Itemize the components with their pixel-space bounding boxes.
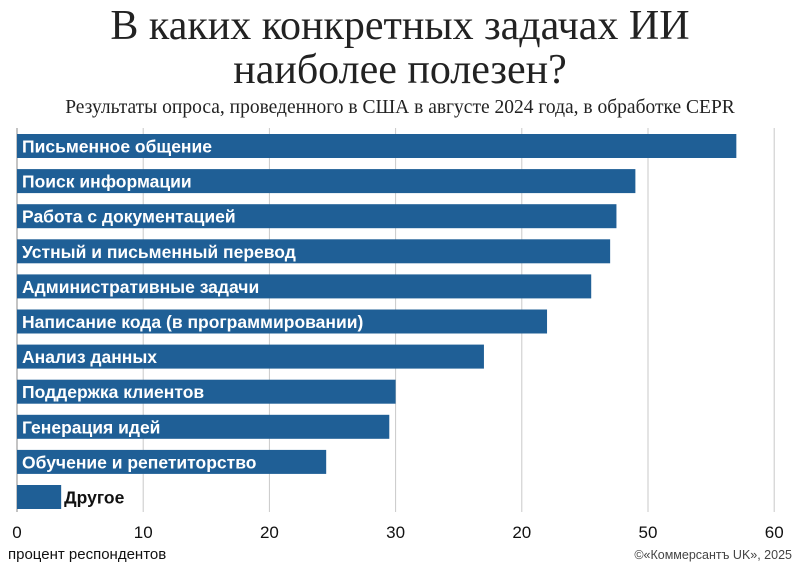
bar xyxy=(17,204,617,229)
x-axis-label: процент респондентов xyxy=(8,546,167,563)
bars xyxy=(17,134,737,509)
bar xyxy=(17,414,390,439)
bar-label: Устный и письменный перевод xyxy=(22,242,296,262)
bar xyxy=(17,344,484,369)
x-tick-label: 20 xyxy=(260,523,279,542)
bar xyxy=(17,239,611,264)
bar-label: Обучение и репетиторство xyxy=(22,452,256,472)
chart-title: В каких конкретных задачах ИИ наиболее п… xyxy=(0,4,800,92)
bar-label: Анализ данных xyxy=(22,347,157,367)
bar-label: Написание кода (в программировании) xyxy=(22,312,363,332)
bar-label: Генерация идей xyxy=(22,417,160,437)
copyright: ©«Коммерсантъ UK», 2025 xyxy=(634,548,792,562)
bar-label: Поиск информации xyxy=(22,172,192,192)
chart-title-line-1: В каких конкретных задачах ИИ xyxy=(110,3,690,49)
bar xyxy=(17,134,737,158)
x-tick-label: 60 xyxy=(765,523,784,542)
bar-label: Работа с документацией xyxy=(22,207,236,227)
bar-label: Административные задачи xyxy=(22,277,259,297)
bar xyxy=(17,485,62,509)
bar xyxy=(17,379,396,404)
bar xyxy=(17,449,327,474)
bar-label: Поддержка клиентов xyxy=(22,382,204,402)
x-tick-labels: 0 10 20 30 20 50 60 xyxy=(12,523,783,542)
x-tick-label: 20 xyxy=(512,523,531,542)
chart-subtitle: Результаты опроса, проведенного в США в … xyxy=(65,97,735,118)
x-tick-label: 0 xyxy=(12,523,21,542)
x-tick-label: 50 xyxy=(639,523,658,542)
bar-labels: Письменное общение Поиск информации Работа… xyxy=(22,137,363,508)
x-tick-label: 30 xyxy=(386,523,405,542)
chart-title-line-2: наиболее полезен? xyxy=(233,47,567,93)
bar xyxy=(17,309,548,334)
bar-label: Письменное общение xyxy=(22,137,212,157)
bar-label: Другое xyxy=(64,488,124,508)
x-tick-label: 10 xyxy=(134,523,153,542)
bar xyxy=(17,274,592,299)
bar xyxy=(17,169,636,194)
